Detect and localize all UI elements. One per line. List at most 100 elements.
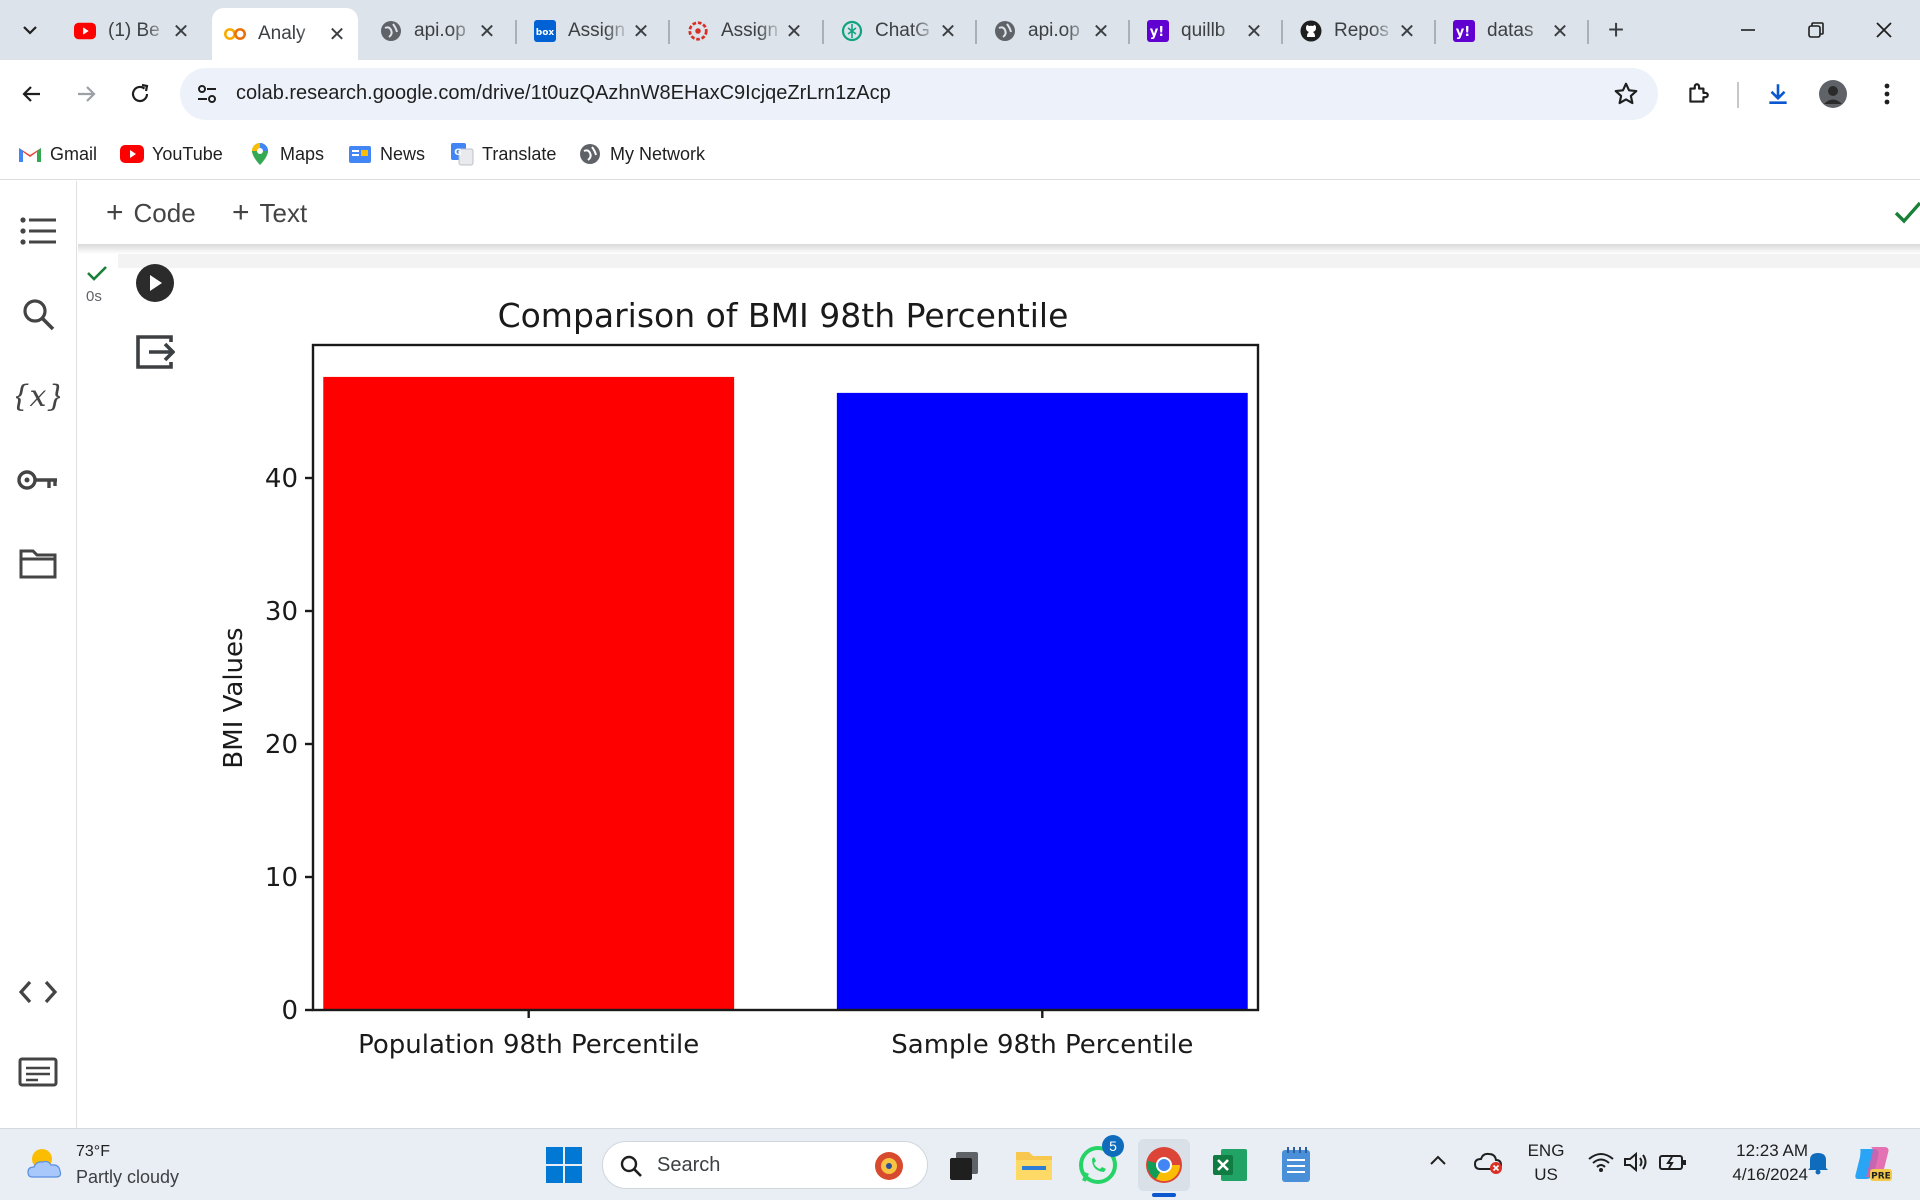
tab-divider [1434, 20, 1436, 44]
x-ticks-group: Population 98th Percentile Sample 98th Pe… [358, 1010, 1193, 1060]
battery-icon[interactable] [1658, 1151, 1688, 1178]
add-code-button[interactable]: + Code [106, 193, 196, 233]
back-button[interactable] [12, 74, 52, 114]
bookmark-youtube[interactable]: YouTube [120, 138, 223, 170]
browser-tab[interactable]: Assign ✕ [675, 10, 815, 52]
bookmark-gmail[interactable]: Gmail [18, 138, 97, 170]
bookmark-my-network[interactable]: My Network [578, 138, 705, 170]
tab-search-button[interactable] [10, 10, 50, 50]
chevron-up-icon [1430, 1155, 1446, 1165]
taskbar-search[interactable]: Search [602, 1141, 928, 1189]
wifi-icon[interactable] [1588, 1151, 1614, 1178]
browser-tab[interactable]: api.op ✕ [368, 10, 508, 52]
browser-tab[interactable]: api.op ✕ [982, 10, 1122, 52]
browser-tab[interactable]: (1) Be ✕ [62, 10, 202, 52]
tab-divider [975, 20, 977, 44]
files-button[interactable] [16, 541, 60, 585]
execution-time: 0s [86, 288, 102, 305]
svg-text:PRE: PRE [1871, 1172, 1891, 1182]
connected-status[interactable] [1894, 197, 1920, 232]
colab-icon [224, 23, 246, 45]
browser-tab[interactable]: box Assign ✕ [522, 10, 662, 52]
secrets-button[interactable] [16, 458, 60, 502]
close-icon[interactable]: ✕ [632, 20, 650, 43]
tab-divider [1128, 20, 1130, 44]
bookmark-translate[interactable]: G Translate [450, 138, 556, 170]
restore-button[interactable] [1786, 8, 1846, 52]
browser-tab[interactable]: Repos ✕ [1288, 10, 1428, 52]
input-region[interactable]: US [1534, 1165, 1558, 1184]
file-explorer-button[interactable] [1008, 1139, 1060, 1191]
find-replace-button[interactable] [16, 292, 60, 336]
address-bar[interactable]: colab.research.google.com/drive/1t0uzQAz… [180, 68, 1658, 120]
cloud-error-icon [1473, 1152, 1503, 1174]
output-actions-button[interactable] [134, 332, 176, 372]
browser-menu-button[interactable] [1867, 74, 1907, 114]
check-icon [1894, 201, 1920, 224]
close-icon[interactable]: ✕ [478, 20, 496, 43]
weather-widget[interactable] [24, 1143, 66, 1188]
run-cell-button[interactable] [136, 264, 174, 302]
show-hidden-icons-button[interactable] [1428, 1153, 1448, 1172]
excel-button[interactable] [1204, 1139, 1256, 1191]
code-snippets-button[interactable] [16, 970, 60, 1014]
tab-title: Analy [258, 23, 306, 44]
notifications-bell-icon[interactable] [1806, 1149, 1830, 1180]
gmail-icon [18, 142, 42, 166]
browser-tab[interactable]: ChatG ✕ [829, 10, 969, 52]
downloads-button[interactable] [1758, 74, 1798, 114]
url-text[interactable]: colab.research.google.com/drive/1t0uzQAz… [236, 82, 891, 104]
bookmark-star-icon[interactable] [1612, 80, 1640, 108]
globe-icon [380, 20, 402, 42]
browser-tab[interactable]: y! quillb ✕ [1135, 10, 1275, 52]
extensions-button[interactable] [1678, 74, 1718, 114]
weather-description[interactable]: Partly cloudy [76, 1167, 180, 1187]
browser-tab-active[interactable]: Analy ✕ [212, 8, 358, 60]
site-info-icon[interactable] [194, 81, 220, 107]
task-view-button[interactable] [938, 1139, 990, 1191]
close-icon[interactable]: ✕ [328, 23, 346, 46]
whatsapp-button[interactable]: 5 [1072, 1135, 1124, 1191]
chrome-button[interactable] [1138, 1139, 1190, 1197]
volume-icon[interactable] [1623, 1151, 1649, 1178]
svg-text:y!: y! [1456, 25, 1470, 40]
browser-tab[interactable]: y! datas ✕ [1441, 10, 1581, 52]
close-icon[interactable]: ✕ [785, 20, 803, 43]
arrow-right-icon [78, 86, 96, 102]
bookmark-maps[interactable]: Maps [248, 138, 324, 170]
terminal-button[interactable] [16, 1050, 60, 1094]
close-window-button[interactable] [1854, 8, 1914, 52]
y-tick-label: 0 [281, 996, 298, 1026]
new-tab-button[interactable]: + [1607, 14, 1625, 45]
output-exit-icon [136, 335, 175, 369]
forward-button[interactable] [66, 74, 106, 114]
start-button[interactable] [538, 1139, 590, 1191]
add-text-button[interactable]: + Text [232, 193, 307, 233]
clock-time[interactable]: 12:23 AM [1736, 1141, 1808, 1160]
close-icon[interactable]: ✕ [172, 20, 190, 43]
reload-button[interactable] [120, 74, 160, 114]
clock-date[interactable]: 4/16/2024 [1732, 1165, 1808, 1184]
browser-toolbar: colab.research.google.com/drive/1t0uzQAz… [0, 60, 1920, 128]
close-icon[interactable]: ✕ [1092, 20, 1110, 43]
close-icon[interactable]: ✕ [939, 20, 957, 43]
profile-avatar[interactable] [1813, 74, 1853, 114]
add-code-label: Code [133, 197, 196, 228]
close-icon[interactable]: ✕ [1245, 20, 1263, 43]
onedrive-status[interactable] [1473, 1149, 1504, 1180]
tab-divider [668, 20, 670, 44]
notepad-button[interactable] [1270, 1139, 1322, 1191]
tab-strip: (1) Be ✕ Analy ✕ api.op ✕ box Assign ✕ A… [0, 0, 1920, 60]
close-icon[interactable]: ✕ [1398, 20, 1416, 43]
bookmark-news[interactable]: News [348, 138, 425, 170]
globe-icon [994, 20, 1016, 42]
chatgpt-icon [841, 20, 863, 42]
weather-temperature[interactable]: 73°F [76, 1143, 110, 1160]
minimize-button[interactable] [1718, 8, 1778, 52]
close-icon[interactable]: ✕ [1551, 20, 1569, 43]
table-of-contents-button[interactable] [16, 209, 60, 253]
y-tick-label: 40 [265, 464, 298, 494]
copilot-icon[interactable]: PRE [1852, 1143, 1892, 1188]
variables-button[interactable]: {x} [16, 374, 60, 418]
input-language[interactable]: ENG [1527, 1141, 1565, 1160]
